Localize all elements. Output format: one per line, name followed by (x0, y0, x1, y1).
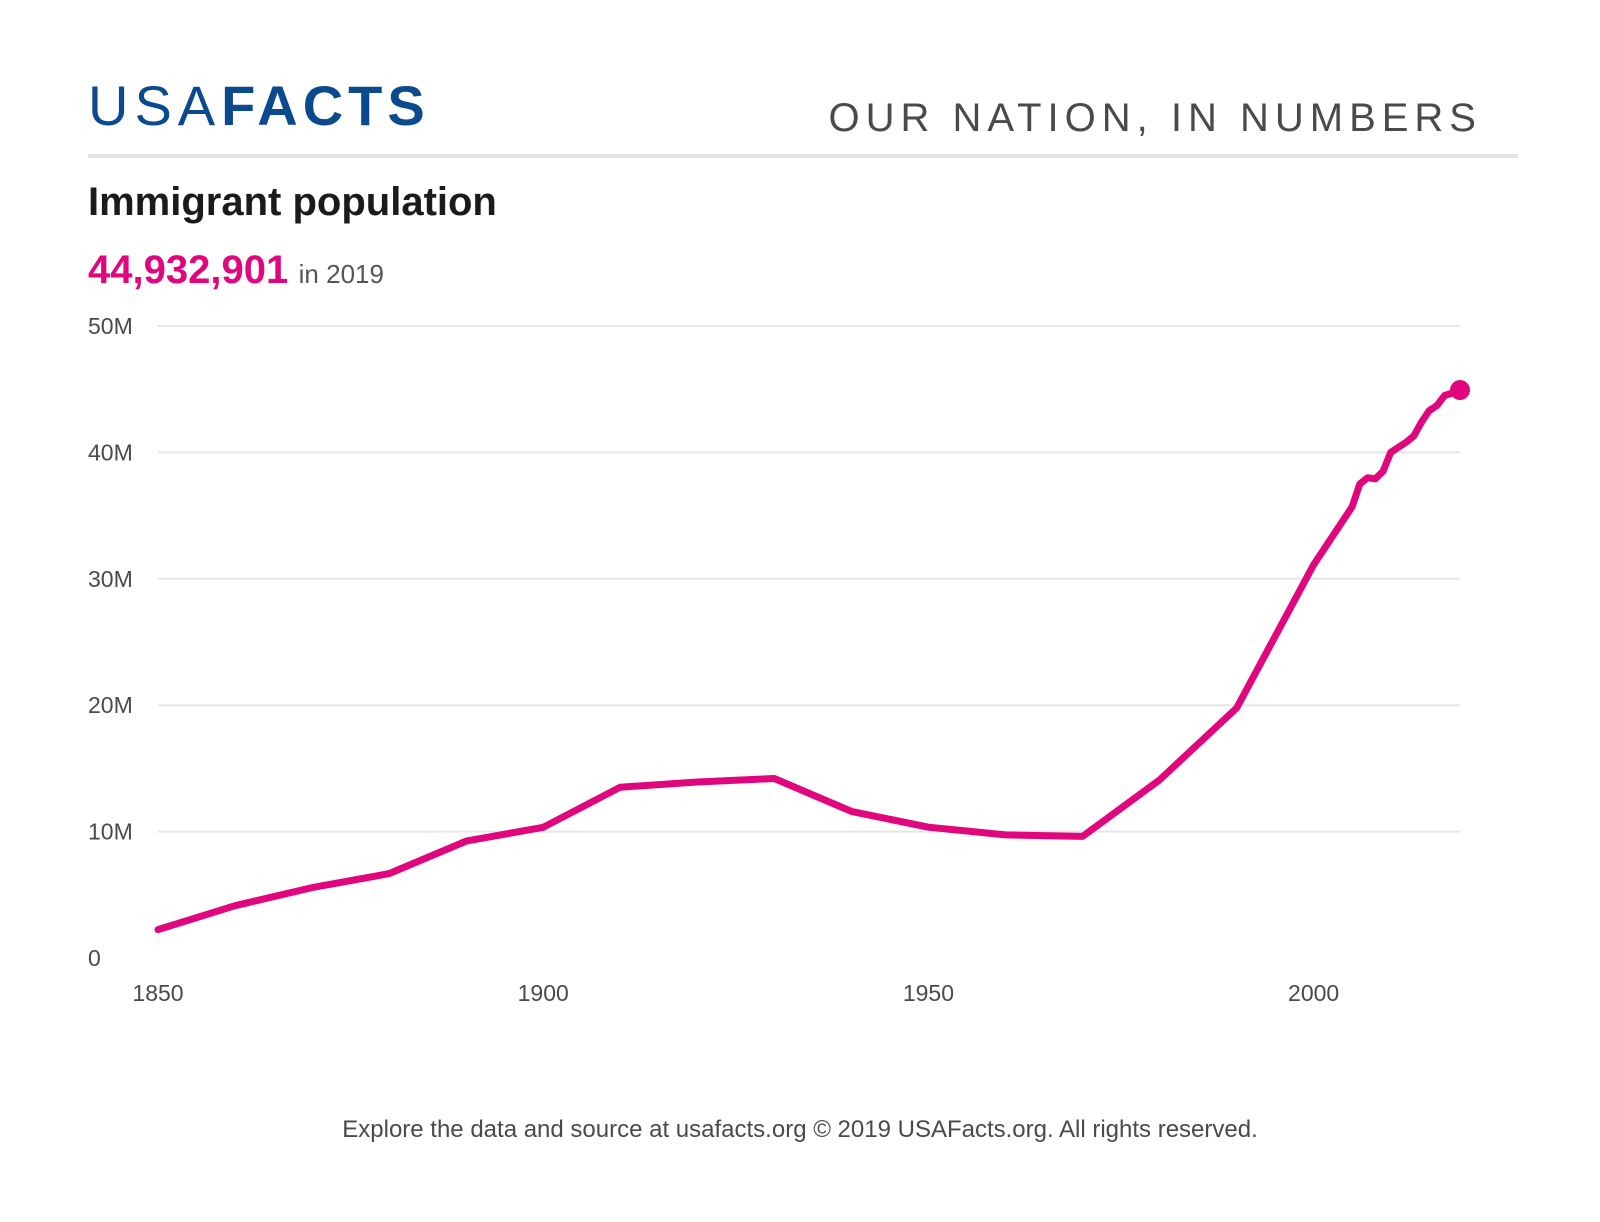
y-tick-label: 40M (88, 439, 133, 465)
y-tick-label: 30M (88, 566, 133, 592)
header-divider (88, 154, 1518, 158)
y-axis-labels: 0 10M 20M 30M 40M 50M (88, 313, 133, 971)
x-axis-labels: 1850 1900 1950 2000 (132, 980, 1339, 1006)
headline-stat: 44,932,901 in 2019 (88, 248, 384, 293)
chart-title: Immigrant population (88, 180, 497, 224)
x-tick-label: 1950 (903, 980, 954, 1006)
x-tick-label: 1850 (132, 980, 183, 1006)
x-tick-label: 1900 (518, 980, 569, 1006)
logo-usa: USA (88, 74, 222, 137)
series-line (154, 386, 1464, 934)
chart-series (154, 380, 1470, 934)
line-chart: 0 10M 20M 30M 40M 50M 1850 1900 1950 2000 (88, 313, 1470, 1006)
logo-facts: FACTS (221, 74, 430, 137)
last-point-marker (1450, 380, 1470, 401)
headline-value: 44,932,901 (88, 248, 289, 292)
y-tick-label: 50M (88, 313, 133, 339)
tagline: OUR NATION, IN NUMBERS (828, 96, 1482, 140)
y-tick-label: 0 (88, 945, 101, 971)
logo: USAFACTS (88, 78, 430, 134)
headline-suffix: in 2019 (298, 259, 384, 289)
footer-text: Explore the data and source at usafacts.… (342, 1116, 1258, 1143)
y-tick-label: 10M (88, 819, 133, 845)
x-tick-label: 2000 (1288, 980, 1339, 1006)
y-tick-label: 20M (88, 692, 133, 718)
chart-grid (158, 325, 1460, 833)
